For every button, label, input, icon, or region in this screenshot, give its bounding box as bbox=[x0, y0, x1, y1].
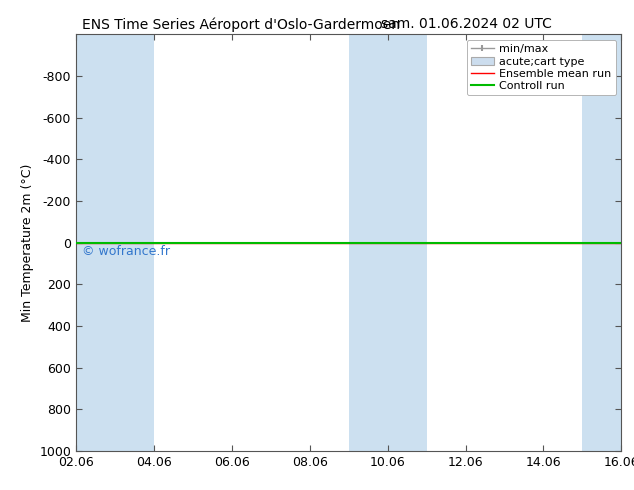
Y-axis label: Min Temperature 2m (°C): Min Temperature 2m (°C) bbox=[21, 163, 34, 322]
Bar bbox=[349, 34, 427, 451]
Legend: min/max, acute;cart type, Ensemble mean run, Controll run: min/max, acute;cart type, Ensemble mean … bbox=[467, 40, 616, 96]
Text: sam. 01.06.2024 02 UTC: sam. 01.06.2024 02 UTC bbox=[380, 17, 552, 31]
Text: ENS Time Series Aéroport d'Oslo-Gardermoen: ENS Time Series Aéroport d'Oslo-Gardermo… bbox=[82, 17, 401, 32]
Text: © wofrance.fr: © wofrance.fr bbox=[82, 245, 169, 258]
Bar bbox=[76, 34, 154, 451]
Bar bbox=[583, 34, 621, 451]
